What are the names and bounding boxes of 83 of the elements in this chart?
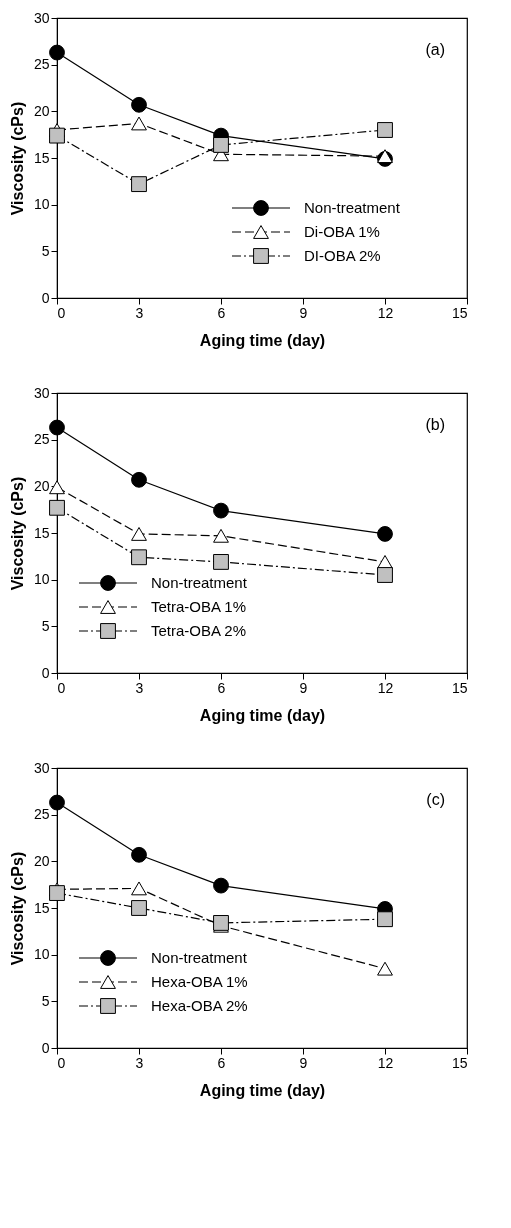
legend-label: DI-OBA 2% bbox=[304, 247, 381, 264]
legend-label: Non-treatment bbox=[151, 949, 248, 966]
point bbox=[377, 526, 393, 542]
x-tick-label: 12 bbox=[377, 1054, 394, 1071]
y-tick-label: 0 bbox=[41, 664, 50, 681]
point bbox=[213, 554, 229, 570]
y-tick-label: 5 bbox=[41, 242, 50, 259]
annotation: (b) bbox=[425, 416, 445, 433]
annotation: (a) bbox=[425, 41, 445, 58]
y-axis-title: Viscosity (cPs) bbox=[8, 851, 26, 966]
point bbox=[49, 127, 65, 144]
y-tick-label: 10 bbox=[33, 946, 50, 963]
point bbox=[131, 116, 147, 131]
point bbox=[49, 885, 65, 901]
point bbox=[131, 176, 147, 193]
legend-label: Non-treatment bbox=[304, 199, 401, 216]
point bbox=[131, 900, 147, 916]
point bbox=[49, 480, 65, 495]
point bbox=[213, 502, 229, 519]
y-tick-label: 10 bbox=[33, 571, 50, 588]
point bbox=[131, 527, 147, 541]
x-tick-label: 3 bbox=[135, 1054, 144, 1071]
x-tick-label: 3 bbox=[135, 304, 144, 321]
y-tick-label: 5 bbox=[41, 617, 50, 634]
point bbox=[49, 794, 65, 811]
point bbox=[213, 877, 229, 894]
y-tick-label: 5 bbox=[41, 992, 50, 1009]
annotation: (c) bbox=[426, 791, 445, 808]
x-tick-label: 6 bbox=[217, 679, 226, 696]
y-tick-label: 20 bbox=[33, 852, 50, 869]
point bbox=[131, 96, 147, 113]
legend-label: Hexa-OBA 1% bbox=[151, 973, 248, 990]
point bbox=[131, 549, 147, 566]
y-tick-label: 25 bbox=[33, 431, 50, 448]
y-tick-label: 15 bbox=[33, 899, 50, 916]
legend-label: Di-OBA 1% bbox=[304, 223, 380, 240]
x-tick-label: 15 bbox=[451, 1054, 468, 1071]
y-tick-label: 25 bbox=[33, 56, 50, 73]
x-tick-label: 9 bbox=[299, 679, 308, 696]
point bbox=[213, 528, 229, 543]
x-tick-label: 12 bbox=[377, 304, 394, 321]
x-tick-label: 9 bbox=[299, 304, 308, 321]
y-tick-label: 30 bbox=[33, 384, 50, 401]
x-tick-label: 6 bbox=[217, 304, 226, 321]
y-axis-title: Viscosity (cPs) bbox=[8, 476, 26, 591]
point bbox=[377, 567, 393, 583]
x-axis-title: Aging time (day) bbox=[199, 331, 326, 349]
y-tick-label: 0 bbox=[41, 289, 50, 306]
x-tick-label: 12 bbox=[377, 679, 394, 696]
point bbox=[213, 137, 229, 153]
x-tick-label: 15 bbox=[451, 679, 468, 696]
point bbox=[131, 846, 147, 863]
x-tick-label: 0 bbox=[57, 1054, 66, 1071]
point bbox=[377, 122, 393, 138]
y-axis-title: Viscosity (cPs) bbox=[8, 101, 26, 216]
legend-label: Non-treatment bbox=[151, 574, 248, 591]
legend-label: Tetra-OBA 1% bbox=[151, 598, 247, 615]
x-tick-label: 6 bbox=[217, 1054, 226, 1071]
y-tick-label: 10 bbox=[33, 196, 50, 213]
point bbox=[377, 961, 393, 976]
y-tick-label: 30 bbox=[33, 759, 50, 776]
x-axis-title: Aging time (day) bbox=[199, 1081, 326, 1099]
y-tick-label: 25 bbox=[33, 806, 50, 823]
point bbox=[377, 911, 393, 928]
point bbox=[131, 881, 147, 896]
y-tick-label: 15 bbox=[33, 524, 50, 541]
y-tick-label: 30 bbox=[33, 9, 50, 26]
x-tick-label: 15 bbox=[451, 304, 468, 321]
x-axis-title: Aging time (day) bbox=[199, 706, 326, 724]
x-tick-label: 3 bbox=[135, 679, 144, 696]
point bbox=[49, 419, 65, 436]
y-tick-label: 0 bbox=[41, 1039, 50, 1056]
legend-label: Tetra-OBA 2% bbox=[151, 622, 247, 639]
x-tick-label: 9 bbox=[299, 1054, 308, 1071]
point bbox=[49, 499, 65, 516]
legend-label: Hexa-OBA 2% bbox=[151, 997, 248, 1014]
point bbox=[131, 471, 147, 488]
x-tick-label: 0 bbox=[57, 679, 66, 696]
x-tick-label: 0 bbox=[57, 304, 66, 321]
y-tick-label: 15 bbox=[33, 149, 50, 166]
y-tick-label: 20 bbox=[33, 102, 50, 119]
point bbox=[49, 44, 65, 61]
y-tick-label: 20 bbox=[33, 477, 50, 494]
